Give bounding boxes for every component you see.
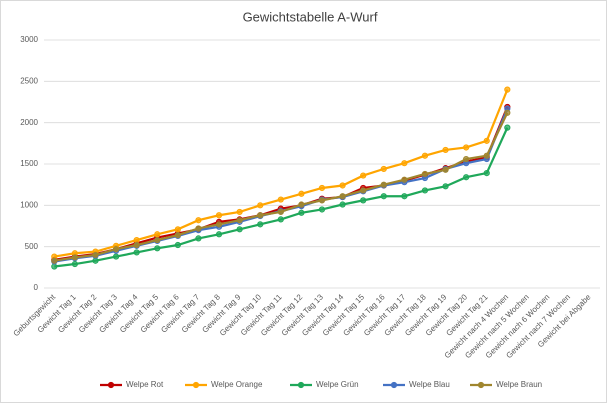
data-point <box>195 225 202 232</box>
data-point <box>174 241 181 249</box>
data-point <box>442 183 449 190</box>
data-point <box>339 201 346 208</box>
data-point <box>360 172 367 179</box>
data-point <box>236 208 243 216</box>
data-point <box>504 86 511 93</box>
data-point <box>195 235 202 242</box>
data-point <box>215 212 223 219</box>
y-tick-label: 3000 <box>20 35 38 44</box>
data-point <box>360 197 367 204</box>
data-point <box>71 254 78 261</box>
data-point <box>401 193 408 200</box>
data-point <box>463 174 470 181</box>
data-point <box>504 109 511 116</box>
data-point <box>318 197 326 204</box>
data-point <box>298 190 305 197</box>
data-point <box>257 221 264 228</box>
data-point <box>133 249 140 256</box>
legend-marker <box>192 381 200 389</box>
data-point <box>483 152 490 159</box>
y-tick-label: 2000 <box>20 118 38 127</box>
data-point <box>236 226 243 233</box>
data-point <box>401 176 408 183</box>
data-point <box>380 165 387 173</box>
legend-marker <box>390 381 398 389</box>
data-point <box>154 231 161 238</box>
data-point <box>380 181 387 188</box>
data-point <box>483 169 490 177</box>
data-point <box>92 251 99 259</box>
y-tick-label: 2500 <box>20 76 38 85</box>
y-tick-label: 500 <box>25 242 39 251</box>
legend-label: Welpe Rot <box>126 380 164 389</box>
data-point <box>298 201 305 208</box>
data-point <box>154 245 161 252</box>
legend-marker <box>297 381 305 389</box>
data-point <box>463 144 470 151</box>
data-point <box>71 260 78 268</box>
data-point <box>51 263 58 270</box>
data-point <box>236 217 243 224</box>
data-point <box>174 226 181 233</box>
data-point <box>257 202 264 209</box>
legend-label: Welpe Braun <box>496 380 542 389</box>
y-tick-label: 1000 <box>20 200 38 209</box>
data-point <box>442 166 449 173</box>
legend-label: Welpe Orange <box>211 380 263 389</box>
data-point <box>92 257 99 264</box>
data-point <box>112 246 120 253</box>
data-point <box>195 217 202 224</box>
data-point <box>421 187 429 194</box>
data-point <box>483 137 490 144</box>
data-point <box>380 193 387 200</box>
data-point <box>133 241 140 249</box>
y-tick-label: 0 <box>34 283 39 292</box>
data-point <box>133 236 140 244</box>
data-point <box>504 124 511 131</box>
data-point <box>318 184 326 192</box>
data-point <box>360 187 367 194</box>
legend-marker <box>477 381 485 389</box>
data-point <box>51 257 58 264</box>
data-point <box>339 182 346 189</box>
data-point <box>463 155 470 163</box>
data-point <box>215 231 223 238</box>
data-point <box>257 212 264 219</box>
data-point <box>215 221 223 228</box>
data-point <box>154 236 161 244</box>
data-point <box>277 196 284 203</box>
data-point <box>401 160 408 167</box>
legend-label: Welpe Grün <box>316 380 359 389</box>
chart-title: Gewichtstabelle A-Wurf <box>243 9 378 24</box>
data-point <box>298 209 305 216</box>
data-point <box>318 206 326 213</box>
data-point <box>339 193 346 200</box>
y-tick-label: 1500 <box>20 159 38 168</box>
data-point <box>174 231 181 239</box>
legend-label: Welpe Blau <box>409 380 450 389</box>
data-point <box>442 146 449 154</box>
data-point <box>421 170 429 178</box>
data-point <box>112 253 120 260</box>
data-point <box>277 216 284 223</box>
data-point <box>277 208 284 216</box>
data-point <box>421 152 429 159</box>
legend-marker <box>107 381 115 389</box>
